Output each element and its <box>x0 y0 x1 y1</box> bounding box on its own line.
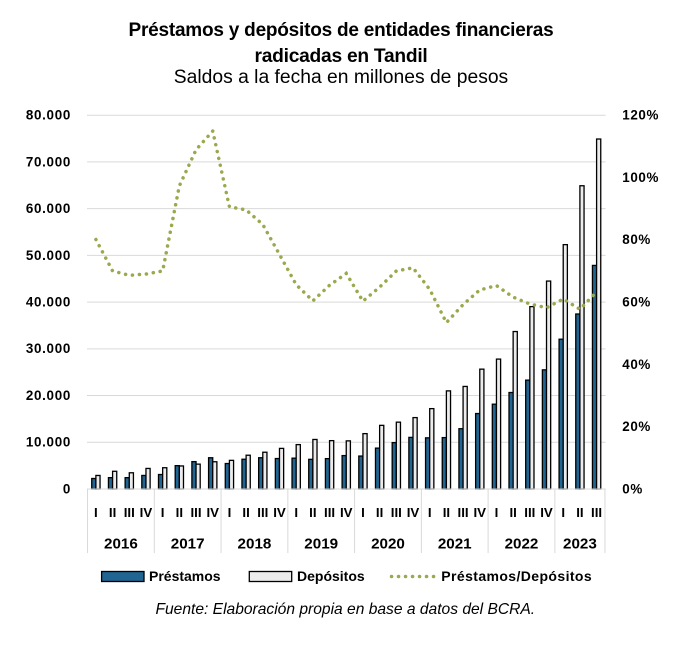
svg-text:II: II <box>242 505 249 520</box>
svg-text:Depósitos: Depósitos <box>297 568 365 584</box>
svg-text:III: III <box>524 505 535 520</box>
svg-text:I: I <box>161 505 165 520</box>
svg-text:Saldos a la fecha en millones: Saldos a la fecha en millones de pesos <box>174 67 508 88</box>
svg-text:I: I <box>228 505 232 520</box>
svg-text:III: III <box>591 505 602 520</box>
svg-text:I: I <box>495 505 499 520</box>
svg-text:III: III <box>324 505 335 520</box>
svg-text:60%: 60% <box>622 295 651 310</box>
svg-text:50.000: 50.000 <box>26 248 71 263</box>
svg-text:III: III <box>257 505 268 520</box>
svg-text:II: II <box>509 505 516 520</box>
svg-text:IV: IV <box>140 505 153 520</box>
svg-text:10.000: 10.000 <box>26 435 71 450</box>
svg-text:80%: 80% <box>622 232 651 247</box>
svg-text:I: I <box>294 505 298 520</box>
svg-text:III: III <box>124 505 135 520</box>
svg-text:60.000: 60.000 <box>26 201 71 216</box>
svg-text:Préstamos/Depósitos: Préstamos/Depósitos <box>441 568 592 584</box>
svg-text:0: 0 <box>63 481 71 496</box>
svg-text:II: II <box>376 505 383 520</box>
svg-text:I: I <box>94 505 98 520</box>
svg-text:70.000: 70.000 <box>26 154 71 169</box>
svg-text:radicadas en Tandil: radicadas en Tandil <box>255 46 428 67</box>
svg-text:Préstamos y depósitos de entid: Préstamos y depósitos de entidades finan… <box>129 20 554 41</box>
svg-text:IV: IV <box>473 505 486 520</box>
svg-text:2017: 2017 <box>171 535 205 552</box>
svg-text:Préstamos: Préstamos <box>149 568 221 584</box>
svg-text:2023: 2023 <box>563 535 597 552</box>
svg-text:30.000: 30.000 <box>26 341 71 356</box>
svg-text:20.000: 20.000 <box>26 388 71 403</box>
svg-text:I: I <box>428 505 432 520</box>
svg-text:2020: 2020 <box>371 535 405 552</box>
svg-text:III: III <box>391 505 402 520</box>
svg-text:III: III <box>458 505 469 520</box>
svg-text:2022: 2022 <box>505 535 539 552</box>
svg-text:80.000: 80.000 <box>26 108 71 123</box>
svg-text:40.000: 40.000 <box>26 295 71 310</box>
svg-text:2019: 2019 <box>304 535 338 552</box>
svg-text:2018: 2018 <box>238 535 272 552</box>
svg-text:20%: 20% <box>622 419 651 434</box>
svg-text:IV: IV <box>340 505 353 520</box>
svg-text:IV: IV <box>206 505 219 520</box>
svg-text:2016: 2016 <box>104 535 138 552</box>
svg-text:II: II <box>109 505 116 520</box>
svg-text:III: III <box>190 505 201 520</box>
svg-text:IV: IV <box>540 505 553 520</box>
svg-text:100%: 100% <box>622 170 659 185</box>
svg-text:120%: 120% <box>622 108 659 123</box>
svg-text:Fuente: Elaboración propia en: Fuente: Elaboración propia en base a dat… <box>155 601 535 618</box>
svg-text:IV: IV <box>407 505 420 520</box>
svg-text:II: II <box>176 505 183 520</box>
svg-text:II: II <box>443 505 450 520</box>
svg-text:IV: IV <box>273 505 286 520</box>
svg-text:II: II <box>576 505 583 520</box>
svg-text:2021: 2021 <box>438 535 472 552</box>
svg-text:40%: 40% <box>622 357 651 372</box>
svg-text:I: I <box>361 505 365 520</box>
svg-text:II: II <box>309 505 316 520</box>
svg-text:I: I <box>561 505 565 520</box>
svg-text:0%: 0% <box>622 481 643 496</box>
